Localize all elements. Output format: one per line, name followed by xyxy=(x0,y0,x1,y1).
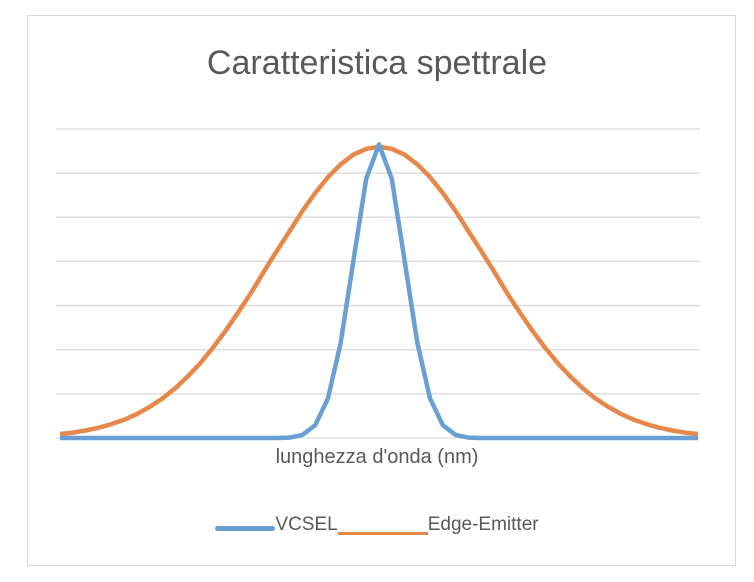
series-line-vcsel xyxy=(60,142,698,441)
legend-swatch-edge-emitter xyxy=(337,531,428,535)
chart-area xyxy=(27,15,736,566)
legend-label-edge-emitter: Edge-Emitter xyxy=(427,514,539,535)
x-axis-label: lunghezza d'onda (nm) xyxy=(275,446,479,468)
chart-title: Caratteristica spettrale xyxy=(206,44,548,82)
legend-swatch-vcsel xyxy=(215,525,276,531)
legend-label-vcsel: VCSEL xyxy=(275,514,338,535)
series-line-edge-emitter xyxy=(59,144,699,437)
legend: VCSEL Edge-Emitter xyxy=(0,514,754,536)
